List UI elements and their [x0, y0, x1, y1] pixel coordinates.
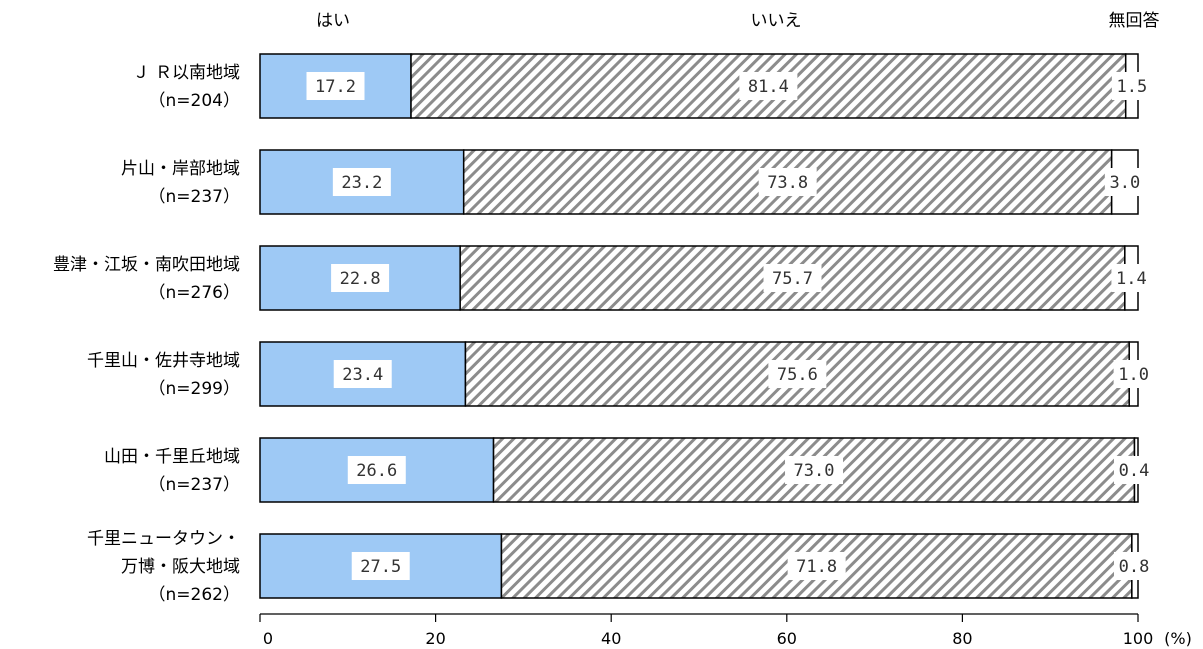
legend-label-1: いいえ	[751, 11, 802, 31]
value-label-no: 73.8	[767, 173, 808, 193]
category-label: 千里山・佐井寺地域	[87, 351, 240, 371]
value-label-no: 81.4	[748, 77, 789, 97]
legend-label-2: 無回答	[1109, 11, 1160, 31]
value-label-yes-box	[351, 552, 410, 580]
value-label-yes-box	[347, 456, 406, 484]
value-label-no: 71.8	[796, 557, 837, 577]
legend-label-0: はい	[316, 11, 350, 31]
x-axis-unit: (%)	[1164, 629, 1192, 648]
x-axis: 0 20 40 60 80 100 (%)	[259, 613, 1192, 648]
value-label-no-answer: 1.4	[1116, 269, 1147, 289]
bar-row-0: Ｊ Ｒ以南地域 （n=204） 17.2 81.4 1.5	[133, 53, 1152, 119]
category-label: （n=237）	[149, 187, 240, 207]
value-label-no-box	[787, 552, 846, 580]
bar-yes	[259, 149, 465, 215]
value-label-no-answer: 0.8	[1119, 557, 1150, 577]
bar-row-5: 千里ニュータウン・万博・阪大地域 （n=262） 27.5 71.8 0.8	[87, 529, 1154, 605]
value-label-no-answer-box	[1104, 168, 1145, 196]
legend: はい いいえ 無回答	[316, 11, 1160, 31]
category-label: （n=276）	[149, 283, 240, 303]
value-label-no-box	[768, 360, 827, 388]
category-label: Ｊ Ｒ以南地域	[133, 63, 240, 83]
bar-row-4: 山田・千里丘地域 （n=237） 26.6 73.0 0.4	[104, 437, 1154, 503]
category-label: 山田・千里丘地域	[104, 447, 240, 467]
category-label: 千里ニュータウン・	[87, 529, 240, 549]
value-label-yes-box	[333, 360, 392, 388]
value-label-no-box	[785, 456, 844, 484]
x-tick-label: 20	[425, 629, 445, 648]
category-label: 豊津・江坂・南吹田地域	[53, 255, 240, 275]
value-label-no-box	[739, 72, 798, 100]
category-label: 片山・岸部地域	[121, 159, 240, 179]
value-label-no-box	[758, 168, 817, 196]
value-label-no: 75.7	[772, 269, 813, 289]
value-label-no-answer: 3.0	[1109, 173, 1140, 193]
bars: Ｊ Ｒ以南地域 （n=204） 17.2 81.4 1.5 片山・岸部地域 （n=237） 2…	[53, 53, 1154, 605]
category-label: （n=204）	[149, 91, 240, 111]
bar-row-1: 片山・岸部地域 （n=237） 23.2 73.8 3.0	[121, 149, 1145, 215]
bar-row-3: 千里山・佐井寺地域 （n=299） 23.4 75.6 1.0	[87, 341, 1154, 407]
value-label-no-answer: 1.0	[1118, 365, 1149, 385]
value-label-no: 73.0	[794, 461, 835, 481]
x-tick-label: 40	[601, 629, 621, 648]
value-label-yes: 17.2	[315, 77, 356, 97]
value-label-yes-box	[332, 168, 391, 196]
category-label: （n=299）	[149, 379, 240, 399]
bar-row-2: 豊津・江坂・南吹田地域 （n=276） 22.8 75.7 1.4	[53, 245, 1152, 311]
value-label-no-box	[763, 264, 822, 292]
value-label-no: 75.6	[777, 365, 818, 385]
value-label-no-answer-box	[1111, 264, 1152, 292]
category-label: （n=237）	[149, 475, 240, 495]
value-label-yes: 27.5	[360, 557, 401, 577]
value-label-yes: 23.4	[342, 365, 383, 385]
bar-no	[500, 533, 1133, 599]
value-label-yes-box	[306, 72, 365, 100]
value-label-yes: 23.2	[341, 173, 382, 193]
category-label: 万博・阪大地域	[121, 557, 240, 577]
x-tick-label: 80	[952, 629, 972, 648]
bar-yes	[259, 245, 461, 311]
value-label-no-answer-box	[1111, 72, 1152, 100]
value-label-yes: 22.8	[340, 269, 381, 289]
x-tick-label: 100	[1123, 629, 1154, 648]
value-label-no-answer-box	[1113, 360, 1154, 388]
category-label: （n=262）	[149, 585, 240, 605]
value-label-yes: 26.6	[356, 461, 397, 481]
value-label-no-answer: 1.5	[1116, 77, 1147, 97]
value-label-no-answer-box	[1114, 552, 1154, 580]
x-tick-label: 60	[777, 629, 797, 648]
x-tick-label: 0	[263, 629, 273, 648]
value-label-yes-box	[331, 264, 390, 292]
value-label-no-answer: 0.4	[1119, 461, 1150, 481]
value-label-no-answer-box	[1114, 456, 1154, 484]
